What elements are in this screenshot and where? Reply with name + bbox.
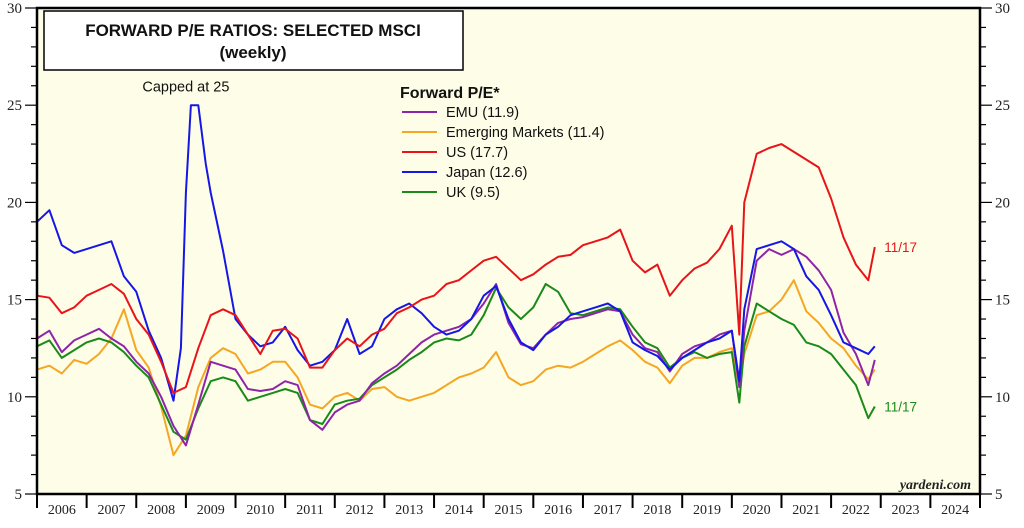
x-tick-label: 2024 <box>941 503 969 518</box>
capped-annotation: Capped at 25 <box>142 80 229 96</box>
right-y-axis: 5 10 15 20 25 30 <box>980 1 1010 503</box>
legend-title: Forward P/E* <box>400 85 500 102</box>
x-tick-label: 2006 <box>48 503 76 518</box>
source-label: yardeni.com <box>898 478 971 493</box>
title-box-frame <box>43 10 464 71</box>
x-tick-label: 2022 <box>842 503 870 518</box>
left-tick-label: 15 <box>7 293 22 309</box>
left-tick-label: 20 <box>7 195 22 211</box>
right-tick-label: 5 <box>995 487 1003 503</box>
title-box: FORWARD P/E RATIOS: SELECTED MSCI (weekl… <box>43 10 464 71</box>
right-tick-label: 30 <box>995 1 1010 17</box>
right-tick-label: 20 <box>995 195 1010 211</box>
right-tick-label: 10 <box>995 390 1010 406</box>
x-tick-label: 2020 <box>743 503 771 518</box>
series-layer <box>36 104 876 457</box>
x-tick-label: 2023 <box>892 503 920 518</box>
x-tick-label: 2015 <box>495 503 523 518</box>
x-tick-label: 2007 <box>97 503 125 518</box>
chart-subtitle: (weekly) <box>219 43 286 62</box>
legend-item-label: Japan (12.6) <box>446 165 527 181</box>
series-line-us <box>36 143 876 394</box>
x-tick-label: 2013 <box>395 503 423 518</box>
plot-frame <box>35 6 982 496</box>
x-tick-label: 2021 <box>792 503 820 518</box>
x-tick-label: 2019 <box>693 503 721 518</box>
x-tick-label: 2008 <box>147 503 175 518</box>
legend-item-label: EMU (11.9) <box>446 105 519 121</box>
right-tick-label: 15 <box>995 293 1010 309</box>
end-label-uk: 11/17 <box>884 400 917 415</box>
end-label-us: 11/17 <box>884 240 917 255</box>
legend-item-label: Emerging Markets (11.4) <box>446 125 604 141</box>
plot-background <box>37 8 980 494</box>
x-tick-label: 2009 <box>197 503 225 518</box>
x-tick-label: 2010 <box>246 503 274 518</box>
x-tick-label: 2014 <box>445 503 473 518</box>
left-tick-label: 30 <box>7 1 22 17</box>
x-axis: 2006 2007 2008 2009 2010 2011 2012 2013 2014 2015… <box>36 494 981 518</box>
legend-item-label: UK (9.5) <box>446 185 500 201</box>
x-tick-label: 2016 <box>544 503 572 518</box>
x-tick-label: 2011 <box>296 503 323 518</box>
x-tick-label: 2017 <box>594 503 622 518</box>
chart-title: FORWARD P/E RATIOS: SELECTED MSCI <box>85 21 421 40</box>
left-tick-label: 10 <box>7 390 22 406</box>
x-tick-label: 2018 <box>643 503 671 518</box>
x-tick-label: 2012 <box>346 503 374 518</box>
right-tick-label: 25 <box>995 98 1010 114</box>
series-line-japan <box>36 104 876 402</box>
left-y-axis: 5 10 15 20 25 30 <box>7 1 37 503</box>
left-tick-label: 5 <box>15 487 23 503</box>
legend-item-label: US (17.7) <box>446 145 508 161</box>
left-tick-label: 25 <box>7 98 22 114</box>
legend: Forward P/E* EMU (11.9) Emerging Markets … <box>400 85 604 201</box>
